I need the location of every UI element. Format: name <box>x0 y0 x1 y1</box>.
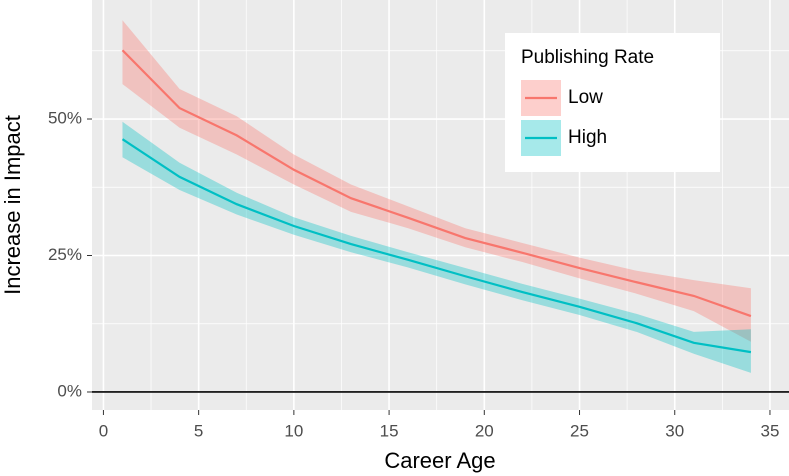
x-axis-title: Career Age <box>384 448 495 473</box>
x-tick-label: 25 <box>570 421 589 440</box>
line <box>121 138 752 354</box>
y-axis-title: Increase in Impact <box>0 115 25 295</box>
line <box>121 49 752 318</box>
confidence-band <box>122 20 751 342</box>
legend-box <box>505 33 720 172</box>
x-tick-label: 5 <box>194 421 203 440</box>
x-tick-label: 30 <box>665 421 684 440</box>
x-tick-label: 15 <box>380 421 399 440</box>
y-tick-label: 0% <box>57 381 82 400</box>
x-tick-label: 10 <box>284 421 303 440</box>
legend-label: Low <box>568 87 603 108</box>
x-tick-label: 35 <box>760 421 779 440</box>
legend: Publishing Rate Low High <box>505 33 720 172</box>
x-tick-label: 20 <box>475 421 494 440</box>
x-tick-label: 0 <box>99 421 108 440</box>
axes: 0% 25% 50% 0 5 10 15 20 25 30 35 <box>48 108 779 440</box>
y-tick-label: 25% <box>48 245 82 264</box>
marks <box>92 20 789 393</box>
legend-title: Publishing Rate <box>521 47 654 68</box>
grid <box>92 0 789 410</box>
legend-label: High <box>568 127 607 148</box>
y-tick-label: 50% <box>48 108 82 127</box>
